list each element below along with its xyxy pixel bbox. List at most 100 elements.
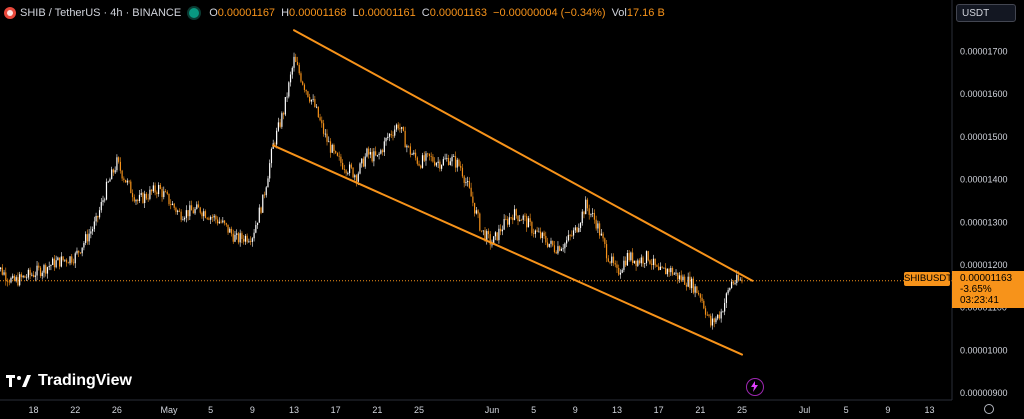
y-tick-label: 0.00001600 [960, 89, 1008, 99]
gear-icon[interactable] [984, 404, 994, 414]
symbol-title[interactable]: SHIB / TetherUS · 4h · BINANCE [20, 7, 182, 19]
candle-body [467, 181, 469, 183]
candle-body [201, 212, 203, 217]
x-tick-label: Jul [799, 405, 811, 415]
last-price-change: -3.65% [960, 284, 992, 295]
price-axis: 0.00001700 0.00001600 0.00001500 0.00001400… [960, 47, 1008, 398]
shib-coin-icon[interactable] [4, 7, 16, 19]
candle-body [397, 124, 399, 129]
candle-body [710, 315, 712, 326]
candle-body [441, 165, 443, 169]
candle-body [654, 258, 656, 266]
candle-body [246, 235, 248, 242]
candle-body [298, 64, 300, 74]
candle-body [652, 258, 655, 265]
tradingview-logo[interactable]: TradingView [6, 372, 132, 390]
candle-body [513, 209, 516, 220]
candle-body [211, 216, 214, 218]
x-tick-label: May [160, 405, 178, 415]
candle-body [76, 250, 78, 254]
candle-body [45, 265, 47, 274]
x-tick-label: 21 [695, 405, 705, 415]
candle-body [345, 170, 347, 174]
bolt-icon[interactable] [746, 378, 764, 396]
candle-body [637, 260, 639, 266]
candle-body [500, 228, 502, 232]
candle-body [447, 158, 450, 166]
candle-body [691, 278, 693, 289]
candle-body [102, 200, 104, 202]
candle-body [541, 232, 543, 238]
candle-body [79, 252, 82, 254]
candle-body [444, 158, 446, 160]
candle-body [133, 197, 135, 202]
candle-body [692, 278, 694, 293]
candle-body [498, 228, 500, 241]
candle-body [437, 161, 439, 164]
candle-body [72, 262, 75, 264]
candle-body [552, 240, 554, 246]
candle-body [255, 225, 257, 233]
candle-body [347, 173, 349, 174]
candle-body [194, 208, 196, 214]
candle-body [36, 265, 38, 276]
candle-body [394, 129, 396, 136]
candle-body [197, 204, 200, 208]
candle-body [737, 275, 740, 281]
candle-body [250, 241, 252, 243]
candle-body [312, 99, 314, 100]
candle-body [724, 302, 726, 312]
candle-body [458, 159, 460, 166]
candle-body [355, 175, 358, 182]
channel-lower-line[interactable] [272, 144, 743, 356]
candle-body [274, 143, 276, 145]
high-value: 0.00001168 [289, 7, 347, 19]
candle-body [409, 146, 411, 155]
y-tick-label: 0.00000900 [960, 388, 1008, 398]
candle-body [697, 293, 700, 295]
candle-body [131, 193, 134, 198]
candle-body [237, 233, 240, 243]
candle-body [732, 281, 734, 284]
candle-body [434, 161, 436, 166]
candle-body [566, 240, 568, 244]
candle-body [456, 159, 458, 168]
candle-body [123, 178, 125, 180]
market-status-icon[interactable] [189, 8, 200, 18]
candle-body [368, 148, 370, 155]
candle-body [503, 219, 505, 230]
candle-body [236, 233, 238, 235]
candle-body [244, 235, 246, 242]
candle-body [625, 260, 627, 266]
candle-body [145, 193, 148, 199]
candle-body [538, 231, 540, 233]
candle-body [234, 234, 236, 242]
candle-body [364, 156, 366, 167]
candle-body [199, 207, 201, 213]
candle-body [289, 74, 292, 83]
candle-body [362, 158, 365, 167]
candle-body [335, 151, 337, 153]
candle-body [628, 252, 630, 261]
candle-body [52, 258, 54, 265]
candle-body [173, 203, 175, 208]
candle-body [599, 223, 601, 236]
currency-button[interactable]: USDT [956, 4, 1016, 22]
candle-body [8, 281, 10, 283]
candle-body [83, 242, 85, 248]
candle-body [130, 181, 132, 194]
candle-body [13, 275, 16, 281]
candle-body [531, 221, 533, 234]
candle-body [739, 279, 741, 281]
x-tick-label: 22 [70, 405, 80, 415]
candle-body [164, 191, 167, 193]
candle-body [489, 234, 491, 245]
channel-upper-line[interactable] [293, 29, 754, 282]
candle-body [632, 252, 634, 263]
candle-body [661, 266, 663, 268]
candle-body [43, 265, 45, 273]
candle-body [454, 156, 457, 168]
candle-body [378, 153, 380, 155]
candle-body [635, 260, 637, 266]
